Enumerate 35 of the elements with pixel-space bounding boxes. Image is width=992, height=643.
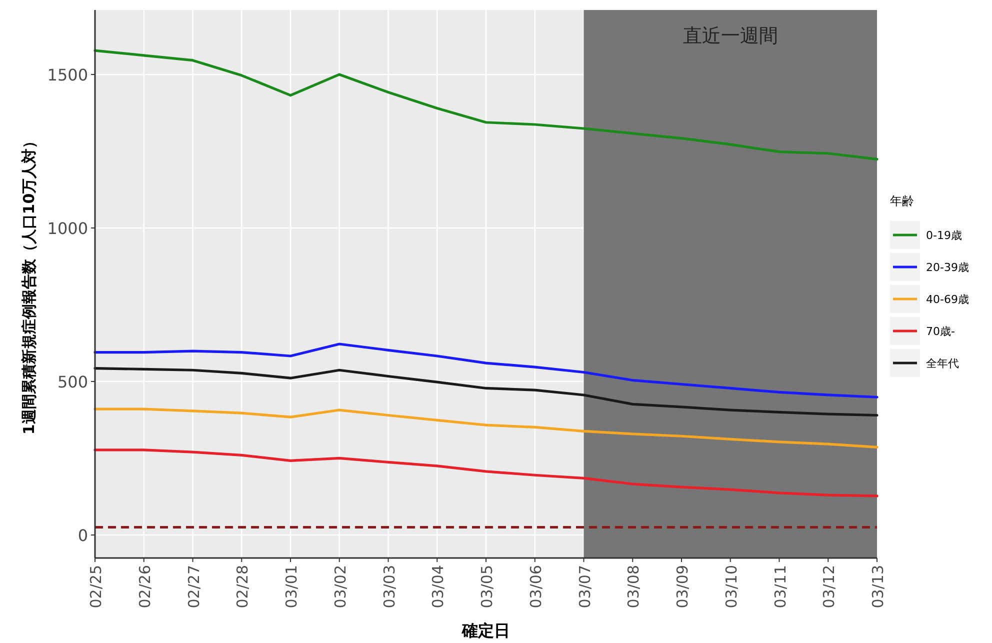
legend-label: 40-69歳 <box>926 293 969 306</box>
x-tick-label: 02/25 <box>87 565 105 608</box>
x-tick-label: 03/13 <box>869 565 887 608</box>
legend-label: 0-19歳 <box>926 229 962 242</box>
legend-item: 70歳- <box>890 317 955 345</box>
legend-label: 70歳- <box>926 325 955 338</box>
legend-item: 20-39歳 <box>890 253 969 281</box>
x-tick-label: 03/03 <box>380 565 398 608</box>
x-tick-label: 03/09 <box>674 565 692 608</box>
x-tick-label: 03/04 <box>429 565 448 608</box>
x-tick-label: 03/05 <box>478 565 496 608</box>
legend-item: 40-69歳 <box>890 285 969 313</box>
y-tick-label: 1000 <box>47 218 88 238</box>
x-tick-label: 03/07 <box>576 565 594 608</box>
x-tick-label: 03/10 <box>722 565 740 608</box>
x-tick-label: 03/06 <box>526 565 545 608</box>
y-tick-label: 500 <box>57 372 88 392</box>
x-tick-label: 03/12 <box>820 565 838 608</box>
x-tick-label: 02/26 <box>136 565 154 608</box>
band-label: 直近一週間 <box>682 25 778 47</box>
x-tick-label: 02/28 <box>234 565 252 608</box>
x-tick-label: 03/11 <box>771 565 790 608</box>
x-tick-label: 03/01 <box>282 565 300 608</box>
y-axis-title: 1週間累積新規症例報告数（人口10万人対） <box>20 133 38 435</box>
x-tick-label: 02/27 <box>184 565 203 608</box>
x-tick-label: 03/08 <box>624 565 643 608</box>
y-tick-label: 1500 <box>47 65 88 84</box>
legend-title: 年齢 <box>890 194 914 208</box>
legend-label: 全年代 <box>926 357 959 370</box>
legend-item: 0-19歳 <box>890 221 962 249</box>
x-axis-title: 確定日 <box>461 621 510 640</box>
legend-label: 20-39歳 <box>926 261 969 274</box>
y-tick-label: 0 <box>78 526 88 545</box>
x-tick-label: 03/02 <box>331 565 350 608</box>
legend-item: 全年代 <box>890 349 959 377</box>
